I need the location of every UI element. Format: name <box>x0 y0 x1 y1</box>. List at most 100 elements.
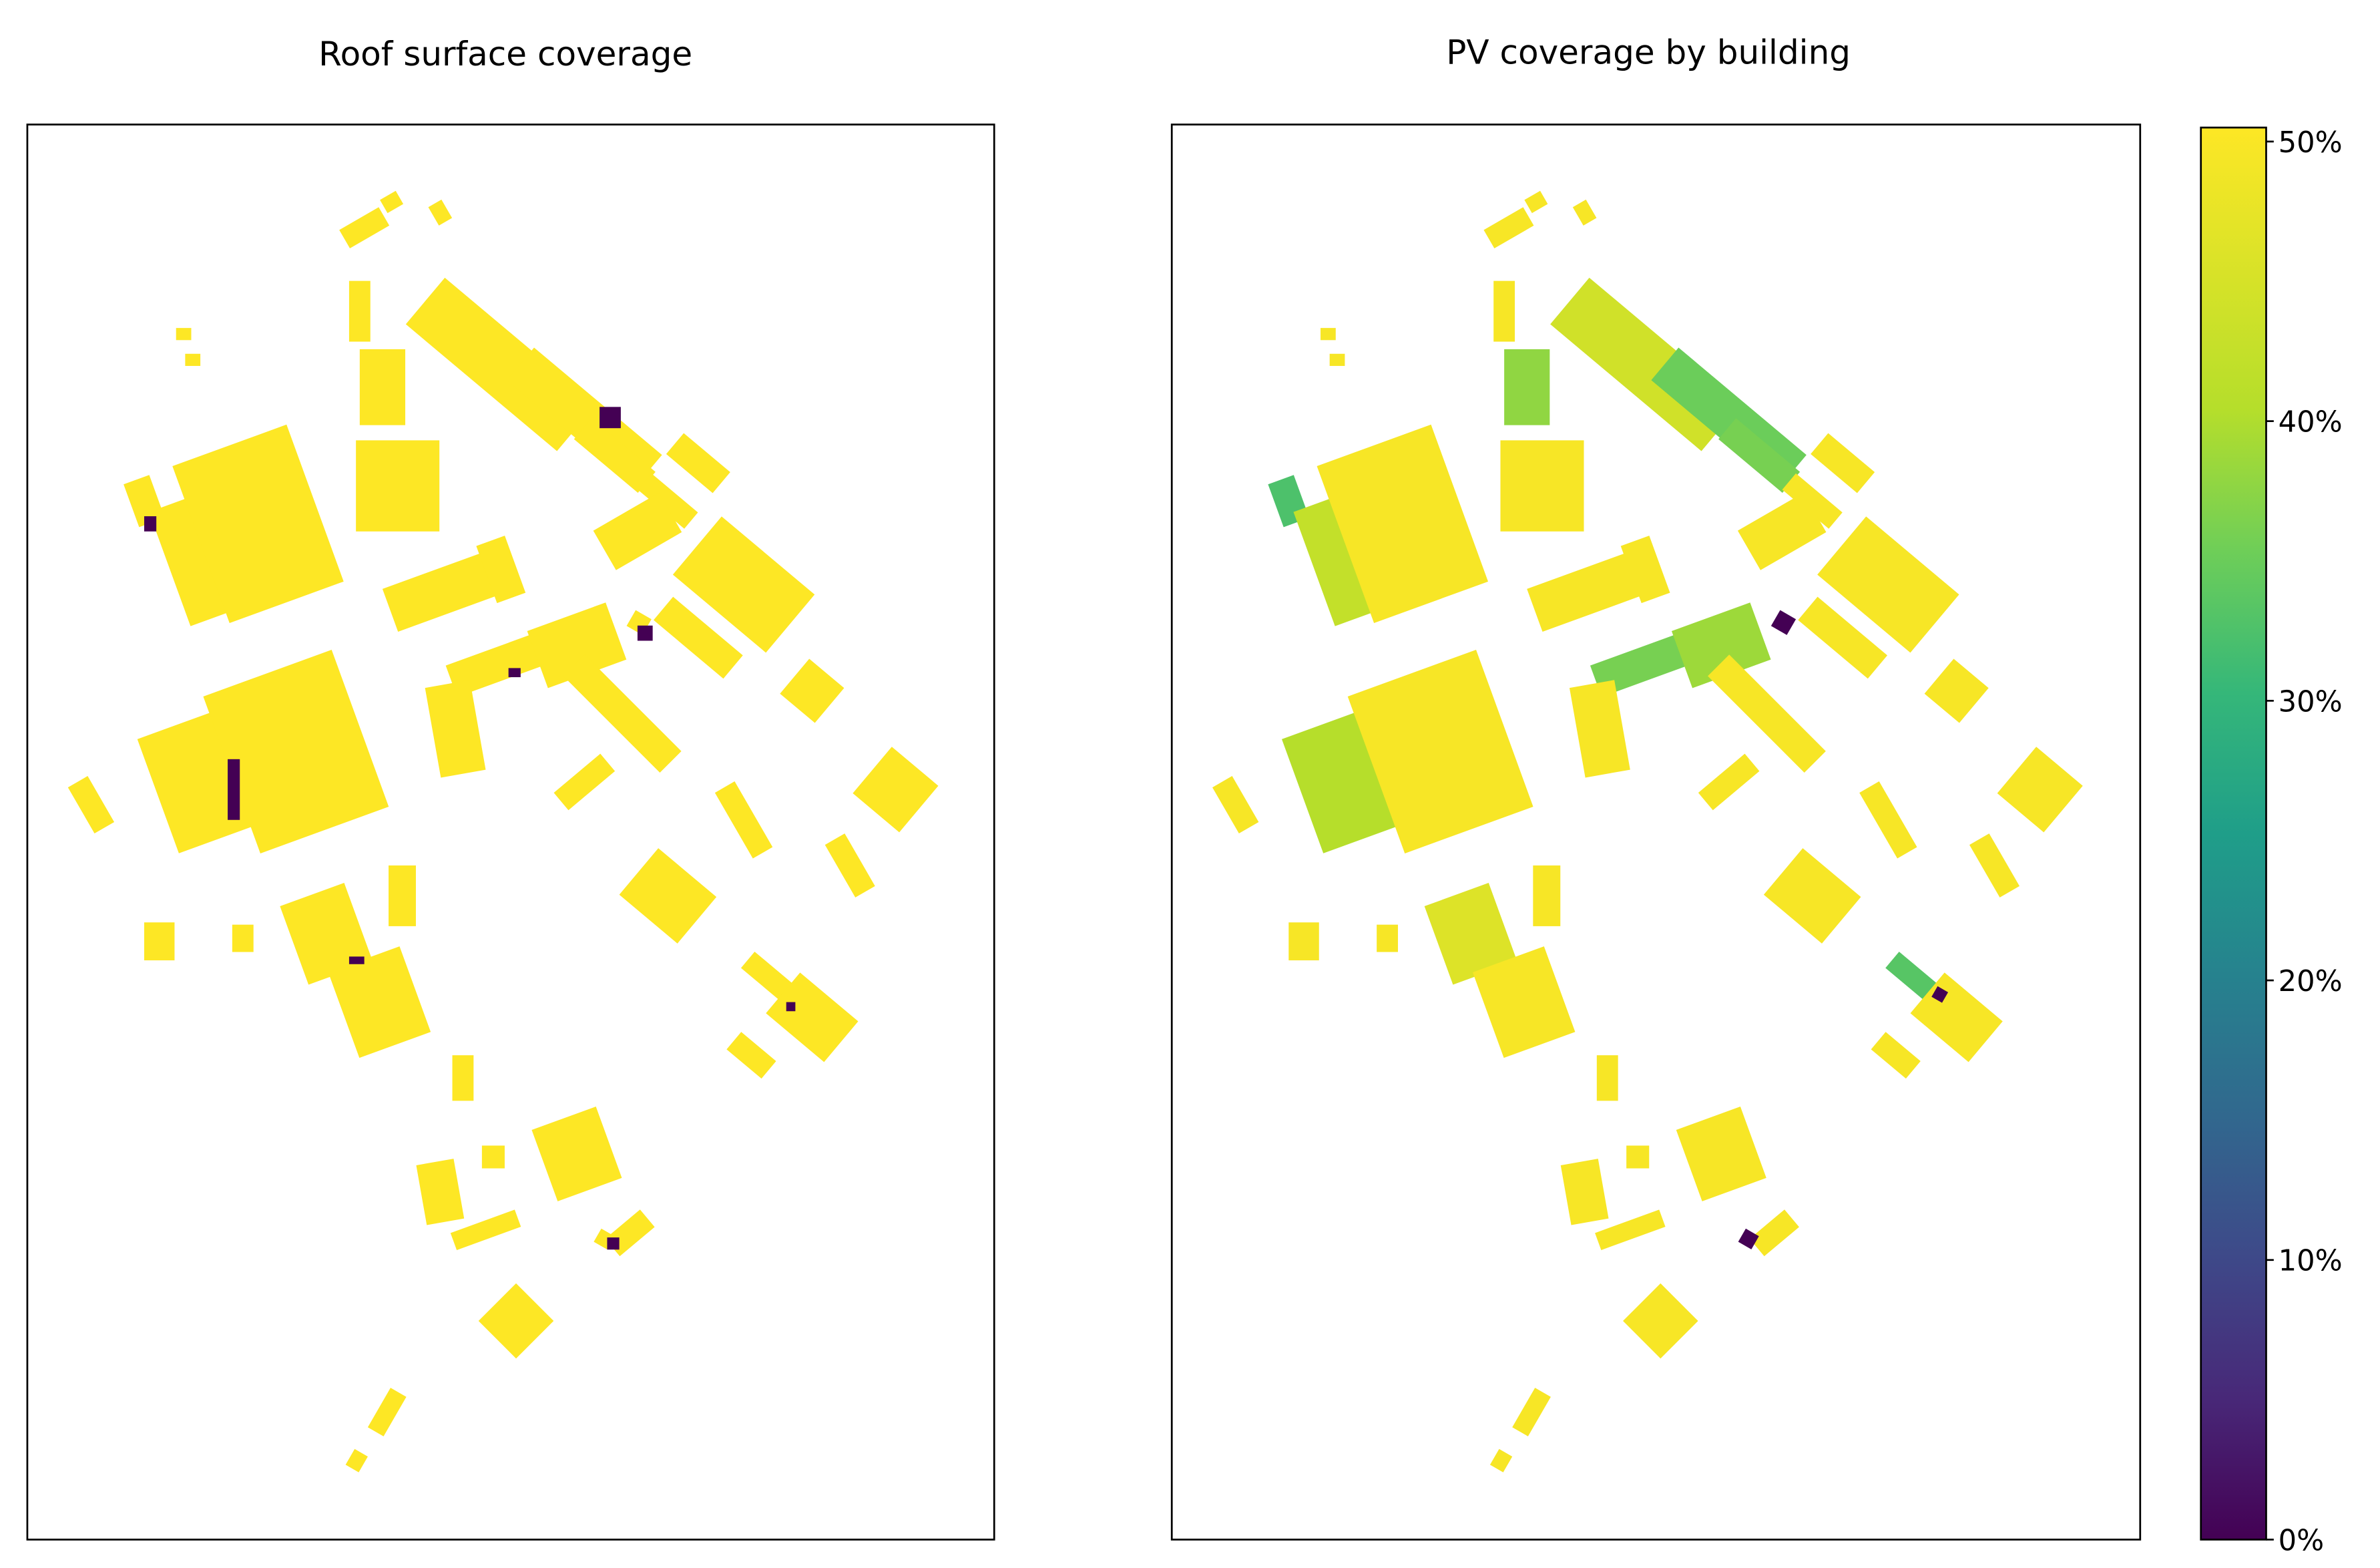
roof <box>450 1209 521 1250</box>
building <box>1512 1388 1551 1436</box>
roof <box>149 497 231 626</box>
building <box>1424 883 1517 985</box>
colorbar-tick-label: 10% <box>2279 1245 2343 1278</box>
building <box>1997 747 2083 833</box>
roof <box>67 776 115 834</box>
building <box>1738 1228 1759 1249</box>
roof <box>425 680 486 778</box>
building <box>1533 865 1561 926</box>
building <box>1620 536 1670 604</box>
roof <box>824 833 875 898</box>
building <box>1749 1209 1799 1257</box>
colorbar-tick-label: 20% <box>2279 965 2343 998</box>
building <box>1572 199 1597 226</box>
colorbar-tick-label: 30% <box>2279 685 2343 719</box>
right-map <box>1212 190 2083 1473</box>
uncovered-spot <box>508 668 521 678</box>
building <box>1969 833 2020 898</box>
building <box>1317 424 1489 624</box>
building <box>1504 349 1550 425</box>
roof <box>348 280 371 342</box>
building <box>1321 328 1336 341</box>
roof <box>382 552 498 632</box>
roof <box>232 924 254 952</box>
building <box>1293 497 1375 626</box>
uncovered-spot <box>637 625 653 641</box>
colorbar-tick-label: 50% <box>2279 126 2343 160</box>
colorbar: 0% 10% 20% 30% 40% 50% <box>2200 126 2343 1557</box>
roof <box>593 492 682 570</box>
roof <box>853 747 939 833</box>
building <box>1931 986 1949 1003</box>
building <box>1569 680 1630 778</box>
building <box>1718 418 1801 493</box>
roof <box>328 946 431 1058</box>
roof <box>786 986 804 1003</box>
building <box>1623 1283 1698 1359</box>
building <box>1708 654 1826 773</box>
roof <box>653 596 743 679</box>
building <box>1212 776 1259 834</box>
roof <box>176 328 192 341</box>
roof <box>531 1107 622 1201</box>
colorbar-tick-label: 40% <box>2279 406 2343 439</box>
uncovered-spot <box>607 1237 620 1250</box>
building <box>1596 1055 1618 1101</box>
roof <box>144 922 175 961</box>
colorbar-gradient <box>2200 126 2267 1541</box>
building <box>1527 552 1643 632</box>
building <box>1782 473 1843 529</box>
building <box>1524 190 1548 214</box>
roof <box>780 658 845 723</box>
left-frame <box>26 124 995 1541</box>
building <box>1798 596 1888 679</box>
building <box>1817 516 1959 653</box>
roof <box>339 207 390 248</box>
uncovered-spot <box>600 407 621 429</box>
roof <box>380 190 404 214</box>
uncovered-spot <box>144 516 157 532</box>
left-map <box>67 190 939 1473</box>
roof <box>553 753 616 811</box>
roof <box>666 433 730 494</box>
uncovered-spot <box>228 759 240 820</box>
roof <box>203 649 389 853</box>
building <box>1483 207 1534 248</box>
roof <box>185 353 201 366</box>
roof <box>481 1145 505 1169</box>
colorbar-tick-label: 0% <box>2279 1524 2325 1557</box>
building <box>1737 492 1827 570</box>
building <box>1671 602 1771 689</box>
uncovered-spot <box>786 1002 796 1012</box>
roof <box>345 1448 368 1473</box>
building <box>1329 353 1345 366</box>
roof <box>638 473 698 529</box>
roof <box>726 1032 776 1079</box>
roof <box>573 418 656 493</box>
roof <box>476 536 526 604</box>
building <box>1489 1448 1513 1473</box>
roof <box>428 199 453 226</box>
building <box>1493 280 1515 342</box>
uncovered-spot <box>348 956 365 964</box>
roof <box>563 654 682 773</box>
roof <box>356 440 440 532</box>
right-frame <box>1170 124 2142 1541</box>
roof <box>389 865 416 926</box>
building <box>1811 433 1875 494</box>
roof <box>416 1159 465 1225</box>
roof <box>452 1055 474 1101</box>
building <box>1288 922 1319 961</box>
roof <box>359 349 406 425</box>
building <box>1472 946 1576 1058</box>
building <box>1676 1107 1766 1201</box>
roof <box>367 1388 407 1436</box>
roof <box>478 1283 554 1359</box>
building <box>1770 610 1797 635</box>
roof <box>672 516 815 653</box>
roof <box>527 602 627 689</box>
building <box>1595 1209 1666 1250</box>
building <box>1924 658 1989 723</box>
